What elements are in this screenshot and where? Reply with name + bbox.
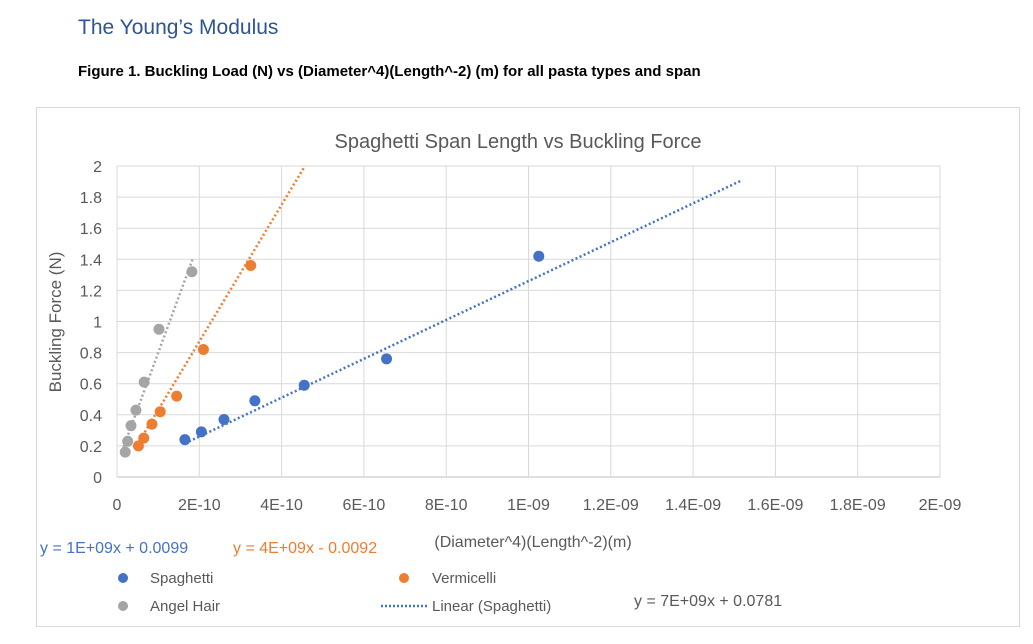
data-point-vermicelli xyxy=(138,432,150,444)
x-tick-label: 1.6E-09 xyxy=(747,497,803,514)
x-tick-label: 4E-10 xyxy=(260,497,303,514)
y-tick-label: 0.4 xyxy=(80,408,102,425)
data-point-spaghetti xyxy=(179,434,191,446)
legend-marker-spaghetti xyxy=(118,573,128,583)
data-point-angel-hair xyxy=(153,323,165,335)
data-point-vermicelli xyxy=(146,418,158,430)
data-point-angel-hair xyxy=(138,376,150,388)
data-point-angel-hair xyxy=(119,446,131,458)
data-point-vermicelli xyxy=(197,343,209,355)
x-tick-label: 2E-10 xyxy=(178,497,221,514)
x-tick-label: 1.4E-09 xyxy=(665,497,721,514)
y-tick-label: 0.2 xyxy=(80,439,102,456)
legend: Spaghetti Vermicelli Angel Hair Linear (… xyxy=(118,570,551,615)
trendlines xyxy=(120,165,744,452)
data-point-angel-hair xyxy=(130,404,142,416)
trendline-equation-vermicelli: y = 4E+09x - 0.0092 xyxy=(233,540,377,557)
data-point-vermicelli xyxy=(154,406,166,418)
x-tick-label: 8E-10 xyxy=(425,497,468,514)
data-point-spaghetti xyxy=(381,353,393,365)
y-tick-label: 1.2 xyxy=(80,283,102,300)
trendline-spaghetti xyxy=(188,178,744,443)
y-tick-label: 0.8 xyxy=(80,346,102,363)
x-tick-label: 0 xyxy=(113,497,122,514)
data-point-spaghetti xyxy=(218,413,230,425)
data-point-spaghetti xyxy=(533,250,545,262)
y-tick-label: 0.6 xyxy=(80,377,102,394)
y-tick-label: 1.4 xyxy=(80,252,102,269)
gridlines xyxy=(116,165,941,478)
data-point-spaghetti xyxy=(249,395,261,407)
figure-caption: Figure 1. Buckling Load (N) vs (Diameter… xyxy=(78,63,701,80)
data-point-vermicelli xyxy=(132,440,144,452)
legend-label-vermicelli: Vermicelli xyxy=(432,570,496,587)
data-point-angel-hair xyxy=(186,266,198,278)
data-point-vermicelli xyxy=(171,390,183,402)
legend-marker-vermicelli xyxy=(399,573,409,583)
y-tick-label: 1.6 xyxy=(80,221,102,238)
data-point-angel-hair xyxy=(125,420,137,432)
x-tick-label: 6E-10 xyxy=(343,497,386,514)
x-tick-label: 1E-09 xyxy=(507,497,550,514)
y-tick-label: 0 xyxy=(93,470,102,487)
trendline-angel-hair xyxy=(120,257,195,452)
data-points xyxy=(119,250,545,458)
trendline-equation-angel-hair: y = 7E+09x + 0.0781 xyxy=(634,593,782,610)
data-point-spaghetti xyxy=(298,379,310,391)
data-point-spaghetti xyxy=(195,426,207,438)
x-tick-label: 1.2E-09 xyxy=(583,497,639,514)
data-point-vermicelli xyxy=(245,260,257,272)
x-tick-label: 2E-09 xyxy=(919,497,962,514)
chart-title: Spaghetti Span Length vs Buckling Force xyxy=(335,131,702,153)
x-axis-label: (Diameter^4)(Length^-2)(m) xyxy=(434,534,631,551)
x-tick-label: 1.8E-09 xyxy=(830,497,886,514)
data-point-angel-hair xyxy=(122,435,134,447)
y-axis-label: Buckling Force (N) xyxy=(46,252,65,393)
legend-label-angel-hair: Angel Hair xyxy=(150,598,220,615)
y-tick-label: 2 xyxy=(93,159,102,176)
y-tick-label: 1.8 xyxy=(80,190,102,207)
legend-marker-angel-hair xyxy=(118,601,128,611)
trendline-vermicelli xyxy=(134,165,306,449)
document-heading: The Young’s Modulus xyxy=(78,16,279,39)
axis-ticks: 0 0.2 0.4 0.6 0.8 1 1.2 1.4 1.6 1.8 2 0 2E-10 4E-10 6E… xyxy=(80,159,962,514)
legend-label-spaghetti: Spaghetti xyxy=(150,570,213,587)
legend-label-linear-spaghetti: Linear (Spaghetti) xyxy=(432,598,551,615)
trendline-equation-spaghetti: y = 1E+09x + 0.0099 xyxy=(40,540,188,557)
y-tick-label: 1 xyxy=(93,315,102,332)
